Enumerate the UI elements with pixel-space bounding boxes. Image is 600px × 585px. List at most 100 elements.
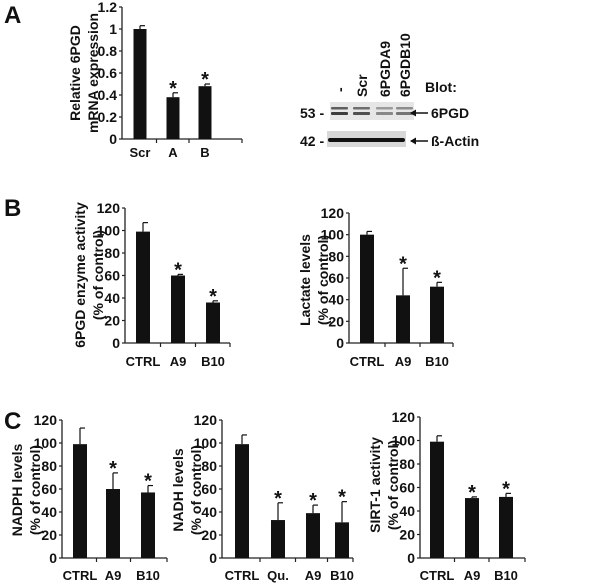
y-tick-label: 60: [328, 270, 344, 286]
y-tick-label: 60: [41, 481, 57, 497]
bar: [235, 444, 249, 558]
x-tick-label: B10: [136, 568, 160, 583]
y-tick-label: 40: [328, 292, 344, 308]
bar-charts: 0 0.2 0.4 0.6 0.8 1 1.2 Relative 6PGD mRNA expre…: [9, 0, 526, 583]
y-tick-label: 60: [104, 268, 120, 284]
y-tick-label: 40: [41, 504, 57, 520]
y-tick-label: 120: [194, 412, 218, 428]
band-6pgd-upper: [353, 107, 370, 110]
y-tick-label: 80: [399, 456, 415, 472]
chart-3: 0 20 40 60 80 100 120 Lactate levels (% of contr…: [297, 205, 454, 369]
chart-4: 0 20 40 60 80 100 120 NADPH levels (% of control…: [9, 412, 168, 583]
bar: [360, 234, 374, 343]
x-tick-label: B10: [330, 568, 354, 583]
panel-label-a: A: [4, 2, 21, 29]
bar: [136, 231, 150, 343]
bar: [335, 522, 349, 558]
bar: [499, 496, 513, 558]
significance-asterisk: *: [144, 471, 152, 493]
bar: [171, 275, 185, 343]
western-blot: - Scr 6PGDA9 6PGDB10 Blot: 53 - 42 - 6PGD ß-Acti…: [300, 33, 479, 149]
band-actin: [328, 138, 405, 142]
y-tick-label: 120: [34, 412, 58, 428]
y-tick-label: 20: [104, 313, 120, 329]
y-tick-label: 40: [104, 290, 120, 306]
y-axis-label: NADH levels: [170, 448, 186, 531]
x-tick-label: A9: [464, 568, 481, 583]
x-tick-label: A9: [395, 354, 412, 369]
y-tick-label: 1: [109, 21, 117, 37]
arrow-head-icon: [410, 109, 416, 117]
bar: [206, 302, 220, 343]
bar: [141, 492, 155, 558]
significance-asterisk: *: [433, 267, 441, 289]
y-tick-label: 80: [41, 458, 57, 474]
bar: [465, 498, 479, 558]
lane-label: -: [332, 87, 348, 92]
chart-5: 0 20 40 60 80 100 120 NADH levels (% of control)…: [170, 412, 354, 583]
significance-asterisk: *: [468, 482, 476, 504]
y-axis-label: mRNA expression: [85, 13, 101, 133]
y-tick-label: 0: [209, 550, 217, 566]
y-tick-label: 0: [112, 335, 120, 351]
y-tick-label: 80: [104, 245, 120, 261]
x-tick-label: A: [168, 145, 178, 160]
bar: [306, 513, 320, 558]
band-label: 6PGD: [431, 105, 469, 121]
band-label: ß-Actin: [431, 133, 479, 149]
significance-asterisk: *: [502, 478, 510, 500]
y-tick-label: 0: [109, 131, 117, 147]
significance-asterisk: *: [399, 253, 407, 275]
x-tick-label: B10: [201, 354, 225, 369]
panel-label-c: C: [4, 408, 21, 435]
y-tick-label: 100: [392, 433, 416, 449]
x-tick-label: CTRL: [420, 568, 455, 583]
y-axis-label: (% of control): [27, 445, 43, 535]
y-tick-label: 0.6: [98, 65, 118, 81]
significance-asterisk: *: [338, 487, 346, 509]
y-axis-label: (% of control): [188, 445, 204, 535]
y-axis-label: (% of control): [315, 235, 331, 325]
y-tick-label: 0: [336, 335, 344, 351]
x-tick-label: B10: [425, 354, 449, 369]
y-tick-label: 120: [97, 200, 121, 216]
lane-label: 6PGDA9: [377, 41, 393, 97]
y-axis-label: (% of control): [385, 440, 401, 530]
y-tick-label: 1.2: [98, 0, 118, 15]
band-6pgd: [331, 112, 348, 115]
y-tick-label: 0.4: [98, 87, 118, 103]
marker-42: 42 -: [300, 133, 324, 149]
y-tick-label: 80: [201, 458, 217, 474]
y-tick-label: 120: [321, 205, 345, 221]
significance-asterisk: *: [209, 286, 217, 308]
significance-asterisk: *: [109, 458, 117, 480]
x-tick-label: B10: [494, 568, 518, 583]
y-tick-label: 20: [201, 527, 217, 543]
band-6pgd-upper: [331, 107, 348, 110]
x-tick-label: CTRL: [126, 354, 161, 369]
x-tick-label: A9: [105, 568, 122, 583]
blot-header: Blot:: [425, 79, 457, 95]
marker-53: 53 -: [300, 105, 324, 121]
y-axis-label: Relative 6PGD: [67, 25, 83, 121]
y-tick-label: 0: [407, 550, 415, 566]
y-tick-label: 20: [328, 313, 344, 329]
y-tick-label: 40: [201, 504, 217, 520]
y-axis-label: Lactate levels: [297, 234, 313, 326]
bar: [198, 86, 212, 139]
band-6pgd: [376, 112, 393, 115]
y-tick-label: 20: [399, 527, 415, 543]
chart-2: 0 20 40 60 80 100 120 6PGD enzyme activity (% of…: [72, 200, 231, 369]
significance-asterisk: *: [169, 78, 177, 100]
y-tick-label: 100: [34, 435, 58, 451]
y-tick-label: 40: [399, 503, 415, 519]
y-tick-label: 100: [194, 435, 218, 451]
y-tick-label: 120: [392, 409, 416, 425]
x-tick-label: A9: [305, 568, 322, 583]
x-tick-label: CTRL: [350, 354, 385, 369]
x-tick-label: B: [200, 145, 209, 160]
significance-asterisk: *: [201, 69, 209, 91]
y-tick-label: 80: [328, 248, 344, 264]
significance-asterisk: *: [309, 490, 317, 512]
arrow-head-icon: [410, 137, 416, 145]
